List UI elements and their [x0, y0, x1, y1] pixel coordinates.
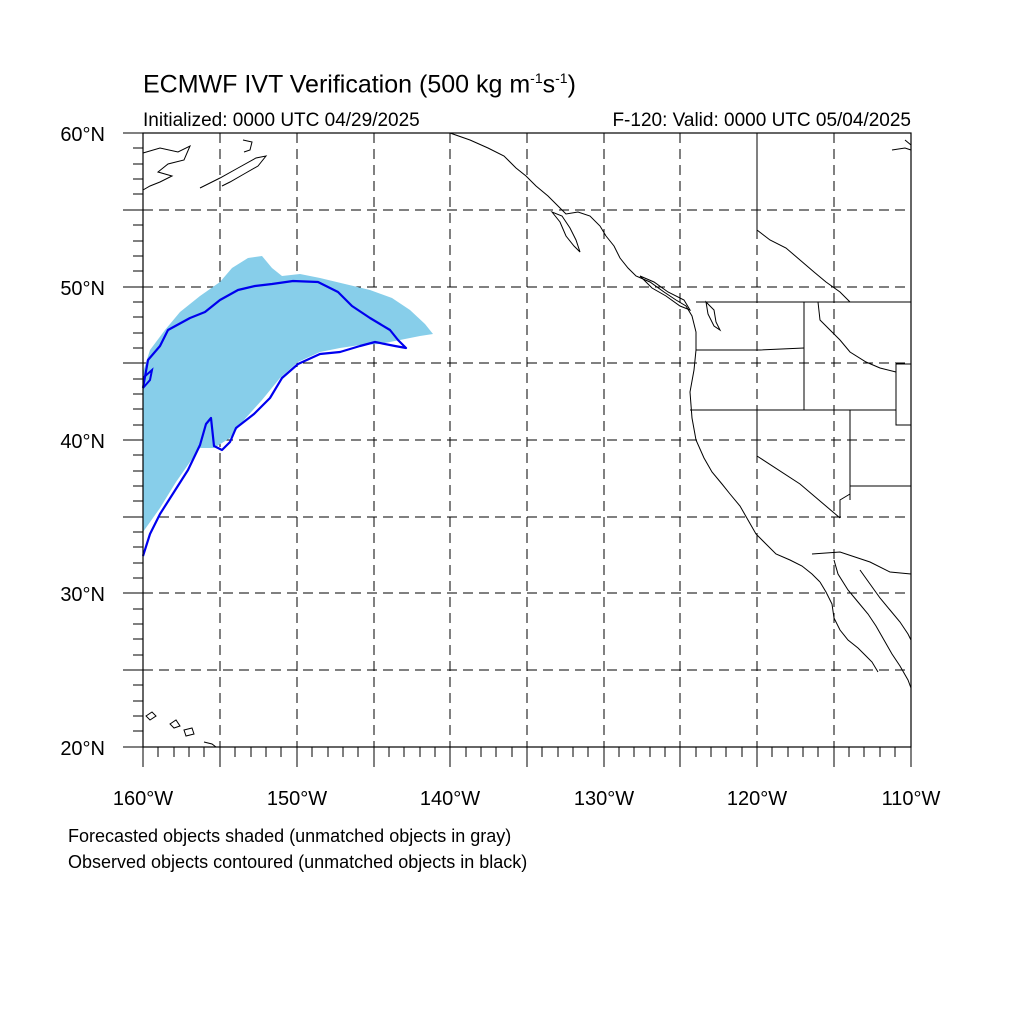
lon-label-160w: 160°W [113, 788, 173, 810]
longitude-labels: 160°W 150°W 140°W 130°W 120°W 110°W [113, 788, 941, 810]
observed-ivt-contour [141, 279, 408, 557]
lat-label-20n: 20°N [60, 738, 105, 760]
political-borders [690, 133, 912, 575]
lon-label-150w: 150°W [267, 788, 327, 810]
caption-observed: Observed objects contoured (unmatched ob… [68, 852, 528, 872]
map-frame [142, 132, 912, 748]
lon-label-130w: 130°W [574, 788, 634, 810]
lon-label-140w: 140°W [420, 788, 480, 810]
tick-marks [123, 132, 912, 767]
chart-title: ECMWF IVT Verification (500 kg m-1s-1) [143, 70, 576, 99]
lon-label-120w: 120°W [727, 788, 787, 810]
latitude-labels: 60°N 50°N 40°N 30°N 20°N [60, 124, 105, 760]
observed-ivt-contour-tip [142, 367, 154, 389]
valid-time: F-120: Valid: 0000 UTC 05/04/2025 [612, 110, 911, 131]
initialized-time: Initialized: 0000 UTC 04/29/2025 [143, 110, 420, 131]
lat-label-60n: 60°N [60, 124, 105, 146]
forecast-ivt-object [143, 256, 433, 532]
lat-label-50n: 50°N [60, 278, 105, 300]
lat-label-30n: 30°N [60, 584, 105, 606]
caption-forecast: Forecasted objects shaded (unmatched obj… [68, 826, 512, 846]
grid-lines [143, 133, 911, 747]
lon-label-110w: 110°W [882, 788, 941, 810]
lat-label-40n: 40°N [60, 431, 105, 453]
coastlines [142, 132, 912, 748]
